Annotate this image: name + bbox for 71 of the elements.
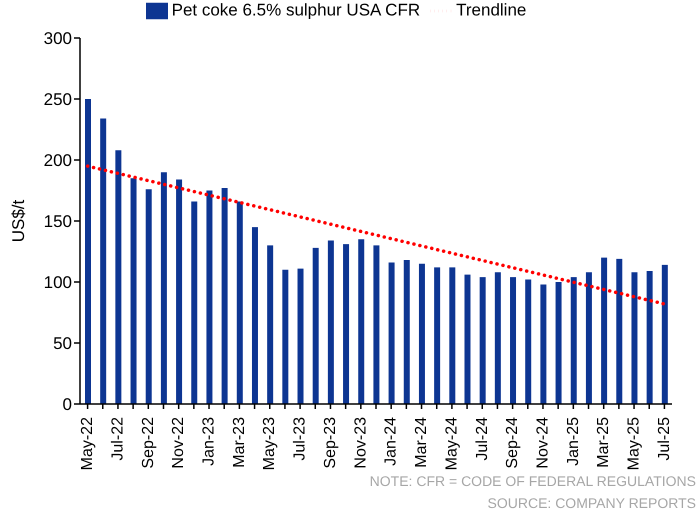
x-tick-label: Nov-24 bbox=[534, 416, 552, 469]
bar bbox=[206, 190, 212, 404]
x-tick-label: May-22 bbox=[79, 416, 96, 470]
y-tick-label: 150 bbox=[44, 212, 72, 232]
x-tick-label: Nov-22 bbox=[170, 416, 188, 469]
bar bbox=[100, 118, 106, 404]
bar bbox=[343, 244, 350, 404]
bar bbox=[267, 245, 274, 404]
x-tick-label: Nov-23 bbox=[352, 416, 370, 469]
bar bbox=[631, 272, 638, 404]
bar bbox=[510, 277, 516, 404]
bar bbox=[404, 260, 410, 404]
bar bbox=[556, 282, 562, 404]
y-tick-label: 200 bbox=[44, 151, 72, 170]
bar bbox=[85, 99, 91, 404]
x-tick-label: Mar-23 bbox=[230, 416, 248, 468]
bar bbox=[449, 267, 456, 404]
bar bbox=[434, 267, 440, 404]
bar bbox=[115, 150, 122, 404]
x-tick-label: Jul-25 bbox=[656, 416, 673, 461]
bar bbox=[252, 227, 258, 404]
bar bbox=[160, 172, 167, 404]
bar bbox=[616, 258, 622, 404]
bar bbox=[494, 272, 501, 404]
y-tick-label: 50 bbox=[53, 334, 72, 354]
bar bbox=[525, 280, 532, 404]
bar bbox=[130, 178, 137, 404]
x-tick-label: Sep-22 bbox=[140, 416, 157, 469]
x-tick-label: Jan-25 bbox=[564, 416, 582, 466]
bar bbox=[662, 264, 668, 404]
bar bbox=[480, 277, 486, 404]
source-note: SOURCE: COMPANY REPORTS bbox=[486, 494, 696, 513]
bar bbox=[388, 262, 395, 404]
legend-label: Pet coke 6.5% sulphur USA CFR bbox=[172, 0, 420, 20]
y-tick-label: 250 bbox=[44, 90, 72, 110]
bar bbox=[191, 201, 198, 404]
bar bbox=[373, 245, 380, 404]
bar bbox=[358, 239, 364, 404]
x-tick-label: Sep-24 bbox=[504, 416, 522, 469]
bar bbox=[236, 201, 243, 404]
y-tick-label: 300 bbox=[44, 29, 72, 48]
bar bbox=[298, 268, 304, 404]
bar bbox=[222, 188, 228, 404]
x-tick-label: Sep-23 bbox=[322, 416, 339, 469]
bar bbox=[646, 271, 653, 404]
bar bbox=[586, 272, 592, 404]
bar bbox=[418, 264, 425, 404]
bar bbox=[464, 274, 470, 404]
bar bbox=[328, 240, 334, 404]
x-tick-label: May-25 bbox=[626, 416, 643, 470]
bar bbox=[176, 180, 182, 404]
y-tick-label: 100 bbox=[44, 273, 72, 292]
bar bbox=[601, 258, 608, 404]
x-tick-label: Jan-23 bbox=[200, 416, 218, 466]
x-tick-label: Mar-25 bbox=[595, 416, 612, 468]
x-tick-label: Jul-24 bbox=[474, 416, 491, 461]
y-axis-title: US$/t bbox=[9, 199, 28, 242]
x-tick-label: Jan-24 bbox=[382, 416, 400, 466]
bar bbox=[570, 277, 577, 404]
x-tick-label: Jul-23 bbox=[292, 416, 309, 461]
x-tick-label: May-24 bbox=[443, 416, 460, 470]
bar bbox=[146, 189, 152, 404]
bar bbox=[540, 284, 546, 404]
bar bbox=[282, 270, 288, 404]
x-tick-label: Jul-22 bbox=[109, 416, 126, 461]
text: NOTE: CFR = CODE OF FEDERAL REGULATIONS bbox=[370, 472, 696, 491]
x-tick-label: May-23 bbox=[261, 416, 278, 470]
y-tick-label: 0 bbox=[62, 395, 72, 414]
bar bbox=[312, 248, 319, 404]
x-tick-label: Mar-24 bbox=[413, 416, 430, 468]
legend-label: Trendline bbox=[456, 0, 526, 20]
